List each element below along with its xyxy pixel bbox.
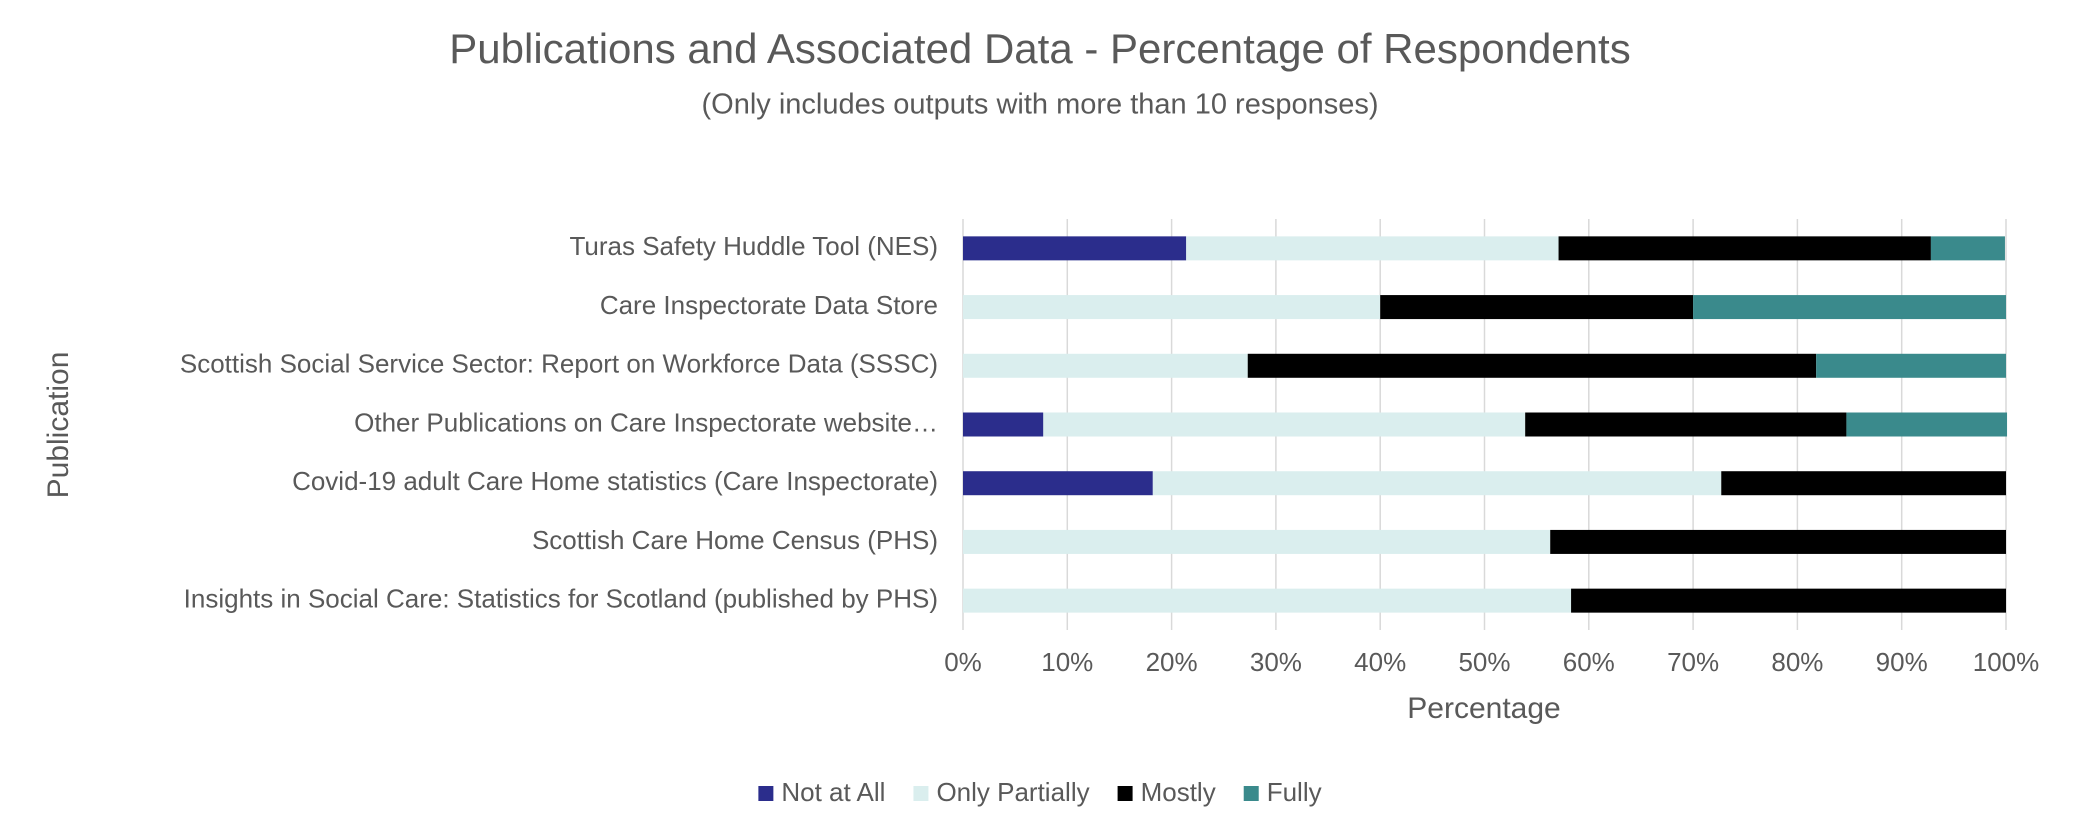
bar-segment (1525, 412, 1847, 437)
x-tick-label: 100% (1973, 647, 2040, 677)
y-tick-label: Other Publications on Care Inspectorate … (354, 407, 938, 437)
x-tick-label: 80% (1771, 647, 1823, 677)
x-axis-title: Percentage (1407, 692, 1560, 725)
bar-segment (1816, 353, 2006, 378)
y-tick-label: Care Inspectorate Data Store (600, 290, 938, 320)
chart-title: Publications and Associated Data - Perce… (449, 25, 1630, 72)
bar-segment (963, 529, 1551, 554)
bar-segment (1846, 412, 2008, 437)
x-tick-label: 60% (1563, 647, 1615, 677)
bar-segment (1152, 471, 1722, 496)
legend-swatch (758, 786, 774, 801)
x-tick-label: 30% (1250, 647, 1302, 677)
x-tick-label: 70% (1667, 647, 1719, 677)
legend-label: Not at All (781, 777, 885, 807)
bar-segment (963, 295, 1381, 320)
bar-segment (963, 236, 1187, 261)
chart-subtitle: (Only includes outputs with more than 10… (701, 89, 1378, 121)
legend-label: Only Partially (936, 777, 1089, 807)
bar-segment (1558, 236, 1931, 261)
x-tick-label: 50% (1458, 647, 1510, 677)
y-tick-label: Covid-19 adult Care Home statistics (Car… (292, 466, 938, 496)
bar-segment (963, 588, 1572, 613)
y-tick-label: Scottish Care Home Census (PHS) (532, 525, 938, 555)
x-tick-label: 40% (1354, 647, 1406, 677)
bar-segment (1721, 471, 2006, 496)
bar-segment (1693, 295, 2006, 320)
x-tick-label: 0% (944, 647, 982, 677)
bar-segment (1380, 295, 1694, 320)
legend-label: Mostly (1141, 777, 1216, 807)
y-axis-title: Publication (42, 352, 75, 499)
y-tick-label: Scottish Social Service Sector: Report o… (180, 349, 938, 379)
legend-label: Fully (1267, 777, 1322, 807)
bar-segment (1571, 588, 2006, 613)
bar-segment (963, 471, 1153, 496)
bar-segment (1247, 353, 1817, 378)
y-tick-label: Insights in Social Care: Statistics for … (184, 584, 938, 614)
legend-swatch (1243, 786, 1259, 801)
legend-swatch (1117, 786, 1133, 801)
bar-segment (963, 412, 1044, 437)
bar-segment (1930, 236, 2005, 261)
x-tick-label: 10% (1041, 647, 1093, 677)
x-tick-label: 20% (1146, 647, 1198, 677)
x-tick-label: 90% (1876, 647, 1928, 677)
y-tick-label: Turas Safety Huddle Tool (NES) (570, 231, 939, 261)
bar-segment (1043, 412, 1526, 437)
bar-segment (1550, 529, 2006, 554)
legend-swatch (913, 786, 929, 801)
bar-segment (963, 353, 1248, 378)
bar-segment (1186, 236, 1559, 261)
